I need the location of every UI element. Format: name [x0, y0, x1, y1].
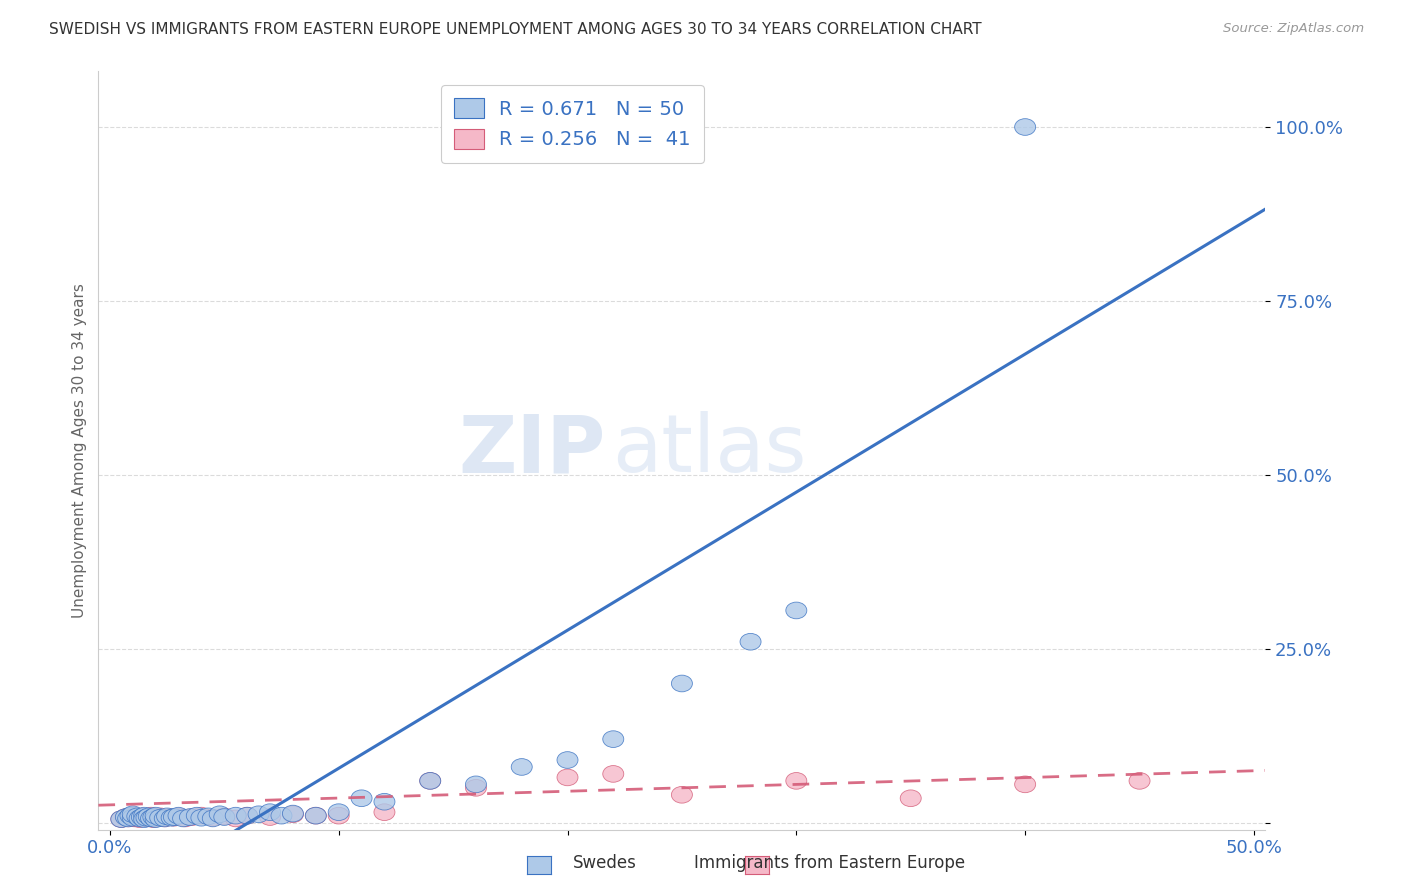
Ellipse shape	[149, 809, 170, 826]
Ellipse shape	[225, 810, 246, 827]
Ellipse shape	[118, 810, 139, 827]
Ellipse shape	[247, 805, 269, 822]
Ellipse shape	[603, 731, 624, 747]
Ellipse shape	[173, 810, 194, 827]
Ellipse shape	[374, 804, 395, 821]
Ellipse shape	[557, 752, 578, 768]
Ellipse shape	[198, 808, 219, 825]
Text: Immigrants from Eastern Europe: Immigrants from Eastern Europe	[695, 854, 965, 871]
Ellipse shape	[122, 809, 143, 826]
Ellipse shape	[125, 810, 146, 827]
Ellipse shape	[156, 808, 177, 825]
Ellipse shape	[191, 807, 212, 824]
Ellipse shape	[1015, 119, 1036, 136]
Ellipse shape	[672, 675, 692, 692]
Ellipse shape	[155, 810, 176, 827]
Ellipse shape	[163, 809, 184, 825]
Ellipse shape	[214, 809, 235, 825]
Ellipse shape	[187, 807, 207, 824]
Ellipse shape	[1015, 776, 1036, 793]
Ellipse shape	[129, 811, 150, 828]
Ellipse shape	[283, 805, 304, 822]
Ellipse shape	[465, 776, 486, 793]
Text: atlas: atlas	[612, 411, 806, 490]
Ellipse shape	[122, 807, 143, 824]
Ellipse shape	[131, 808, 152, 825]
Ellipse shape	[145, 809, 166, 826]
Ellipse shape	[136, 810, 157, 827]
Ellipse shape	[236, 807, 257, 824]
Legend: R = 0.671   N = 50, R = 0.256   N =  41: R = 0.671 N = 50, R = 0.256 N = 41	[440, 85, 704, 163]
Ellipse shape	[163, 809, 184, 826]
Ellipse shape	[141, 810, 162, 827]
Ellipse shape	[260, 809, 281, 825]
Y-axis label: Unemployment Among Ages 30 to 34 years: Unemployment Among Ages 30 to 34 years	[72, 283, 87, 618]
Text: Source: ZipAtlas.com: Source: ZipAtlas.com	[1223, 22, 1364, 36]
Ellipse shape	[143, 811, 165, 828]
Ellipse shape	[180, 809, 201, 825]
Ellipse shape	[127, 808, 148, 825]
Ellipse shape	[118, 810, 139, 827]
Ellipse shape	[305, 807, 326, 824]
Ellipse shape	[155, 810, 176, 827]
Ellipse shape	[352, 790, 373, 806]
Ellipse shape	[225, 807, 246, 824]
Ellipse shape	[420, 772, 440, 789]
Ellipse shape	[115, 809, 136, 825]
Ellipse shape	[159, 809, 180, 825]
Ellipse shape	[305, 807, 326, 824]
Ellipse shape	[145, 811, 166, 828]
Ellipse shape	[138, 809, 159, 825]
Ellipse shape	[512, 758, 533, 775]
Ellipse shape	[134, 809, 155, 826]
Ellipse shape	[900, 790, 921, 806]
Ellipse shape	[465, 780, 486, 797]
Text: ZIP: ZIP	[458, 411, 606, 490]
Ellipse shape	[786, 602, 807, 619]
Ellipse shape	[122, 805, 143, 822]
Ellipse shape	[134, 807, 155, 824]
Ellipse shape	[141, 807, 162, 824]
Ellipse shape	[271, 807, 292, 824]
Ellipse shape	[420, 772, 440, 789]
Ellipse shape	[145, 807, 166, 824]
Ellipse shape	[149, 808, 170, 825]
Ellipse shape	[129, 810, 150, 827]
Ellipse shape	[136, 809, 157, 826]
Ellipse shape	[202, 810, 224, 827]
Ellipse shape	[120, 809, 141, 826]
Ellipse shape	[143, 809, 165, 825]
Ellipse shape	[236, 807, 257, 824]
Ellipse shape	[672, 787, 692, 803]
Ellipse shape	[191, 809, 212, 826]
Ellipse shape	[138, 808, 159, 825]
Ellipse shape	[202, 809, 224, 826]
Text: Swedes: Swedes	[572, 854, 637, 871]
Ellipse shape	[167, 808, 188, 825]
Ellipse shape	[111, 811, 132, 828]
Ellipse shape	[328, 804, 349, 821]
Ellipse shape	[328, 807, 349, 824]
Ellipse shape	[181, 809, 202, 825]
Ellipse shape	[120, 807, 141, 824]
Ellipse shape	[557, 769, 578, 786]
Ellipse shape	[1129, 772, 1150, 789]
Ellipse shape	[786, 772, 807, 789]
Ellipse shape	[134, 811, 155, 828]
Ellipse shape	[174, 810, 195, 827]
Ellipse shape	[260, 804, 281, 821]
Ellipse shape	[374, 793, 395, 810]
Ellipse shape	[209, 805, 231, 822]
Text: SWEDISH VS IMMIGRANTS FROM EASTERN EUROPE UNEMPLOYMENT AMONG AGES 30 TO 34 YEARS: SWEDISH VS IMMIGRANTS FROM EASTERN EUROP…	[49, 22, 981, 37]
Ellipse shape	[214, 808, 235, 825]
Ellipse shape	[167, 807, 188, 824]
Ellipse shape	[115, 809, 136, 825]
Ellipse shape	[131, 809, 152, 825]
Ellipse shape	[603, 765, 624, 782]
Ellipse shape	[127, 809, 148, 825]
Ellipse shape	[283, 805, 304, 822]
Ellipse shape	[740, 633, 761, 650]
Ellipse shape	[111, 811, 132, 828]
Ellipse shape	[162, 809, 183, 826]
